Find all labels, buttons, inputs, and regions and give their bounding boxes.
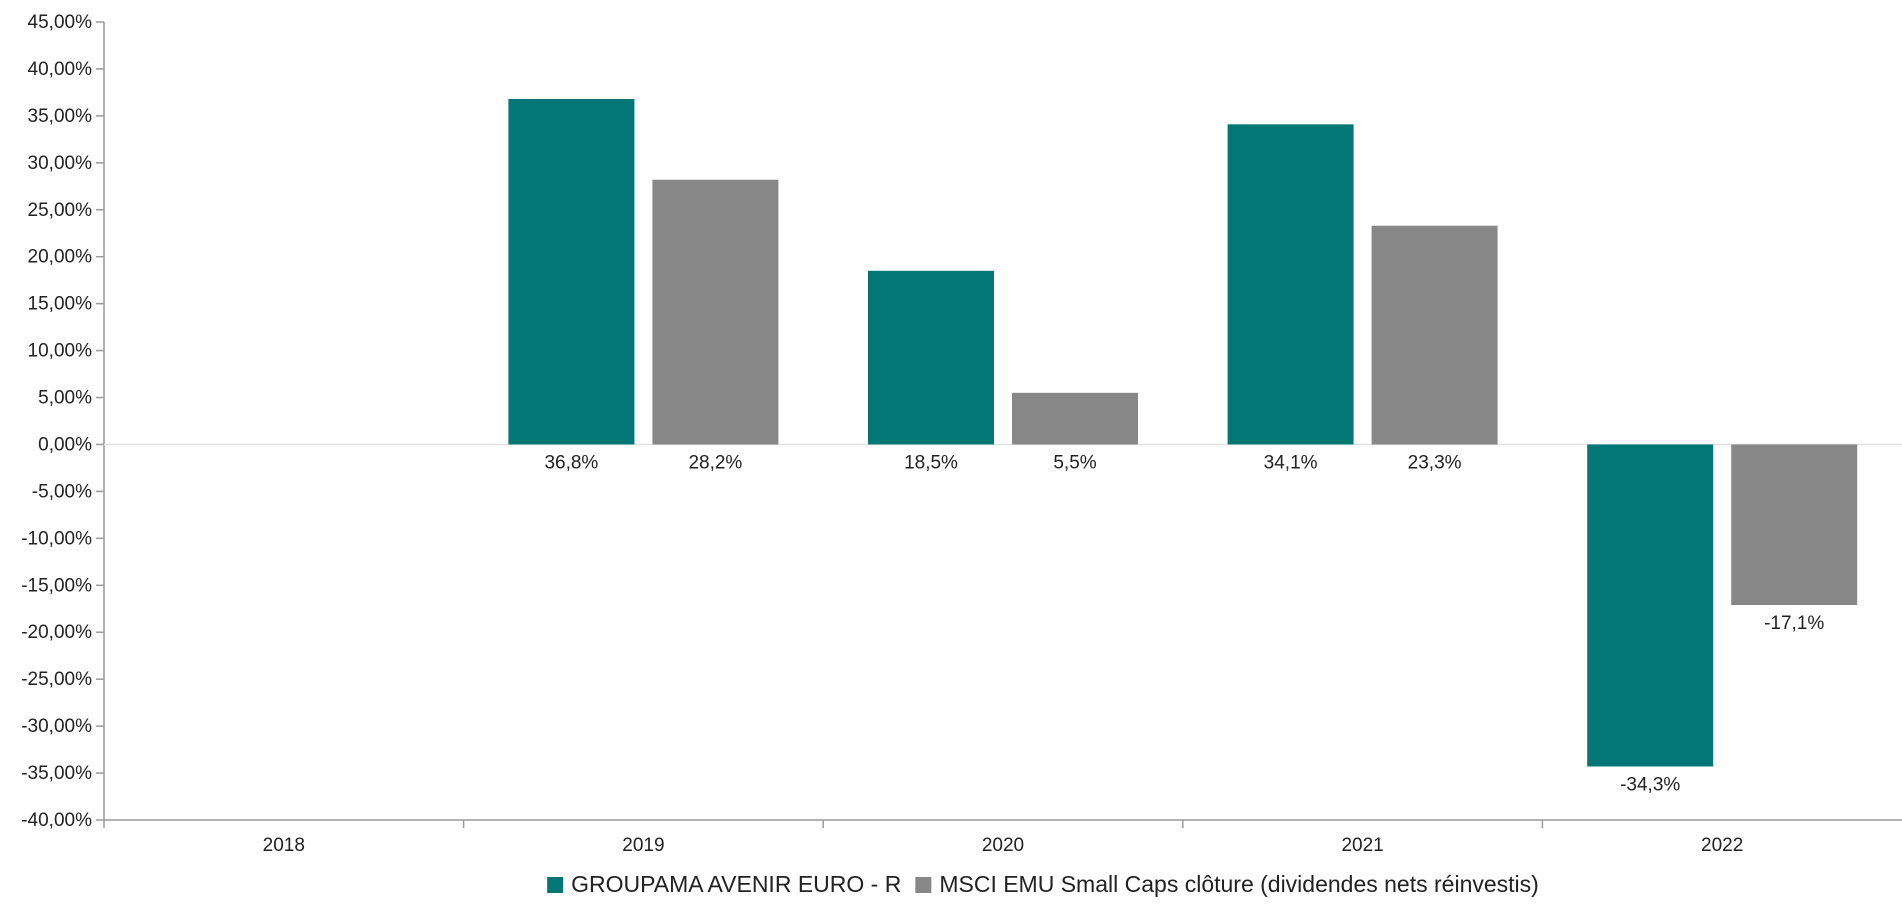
bar (1731, 444, 1858, 606)
legend-swatch (915, 877, 932, 893)
y-tick-label: 30,00% (28, 153, 93, 174)
data-label: -17,1% (1764, 613, 1824, 634)
bar (1371, 225, 1498, 445)
x-tick-label: 2019 (622, 835, 664, 856)
y-tick-label: -5,00% (32, 481, 92, 502)
bar (1012, 392, 1138, 445)
data-label: 18,5% (904, 452, 958, 473)
y-tick-label: -25,00% (21, 669, 92, 690)
bar (868, 270, 994, 445)
legend: GROUPAMA AVENIR EURO - R MSCI EMU Small C… (547, 871, 1539, 897)
data-labels-group: 36,8% 28,2% 18,5% 5,5% 34,1% 23,3% -34,3% -17,1… (544, 452, 1824, 795)
y-tick-label: 10,00% (28, 341, 93, 362)
legend-label: MSCI EMU Small Caps clôture (dividendes … (939, 871, 1538, 897)
y-tick-label: -10,00% (21, 528, 92, 549)
data-label: 34,1% (1264, 452, 1318, 473)
bar (652, 179, 779, 445)
y-tick-label: -20,00% (21, 622, 92, 643)
y-tick-label: -30,00% (21, 716, 92, 737)
x-tick-label: 2022 (1701, 835, 1743, 856)
bar (1227, 124, 1354, 445)
data-label: 23,3% (1408, 452, 1462, 473)
y-tick-label: 35,00% (28, 106, 93, 127)
y-tick-label: 5,00% (38, 388, 92, 409)
data-label: 5,5% (1053, 452, 1096, 473)
bar (508, 98, 635, 445)
y-tick-label: 0,00% (38, 434, 92, 455)
legend-swatch (547, 877, 564, 893)
y-tick-label: 25,00% (28, 200, 93, 221)
x-tick-label: 2020 (982, 835, 1024, 856)
x-tick-label: 2018 (263, 835, 305, 856)
legend-label: GROUPAMA AVENIR EURO - R (571, 871, 901, 897)
y-tick-label: -40,00% (21, 810, 92, 831)
bar (1587, 444, 1714, 767)
x-tick-label: 2021 (1341, 835, 1383, 856)
data-label: 28,2% (688, 452, 742, 473)
y-tick-label: 15,00% (28, 294, 93, 315)
axes-group: 45,00% 40,00% 35,00% 30,00% 25,00% 20,00% 15,0… (21, 12, 1902, 856)
y-tick-label: -35,00% (21, 763, 92, 784)
y-tick-label: -15,00% (21, 575, 92, 596)
y-tick-label: 20,00% (28, 247, 93, 268)
data-label: -34,3% (1620, 774, 1680, 795)
y-tick-label: 40,00% (28, 59, 93, 80)
bars-group (508, 98, 1858, 767)
data-label: 36,8% (544, 452, 598, 473)
y-tick-label: 45,00% (28, 12, 93, 33)
